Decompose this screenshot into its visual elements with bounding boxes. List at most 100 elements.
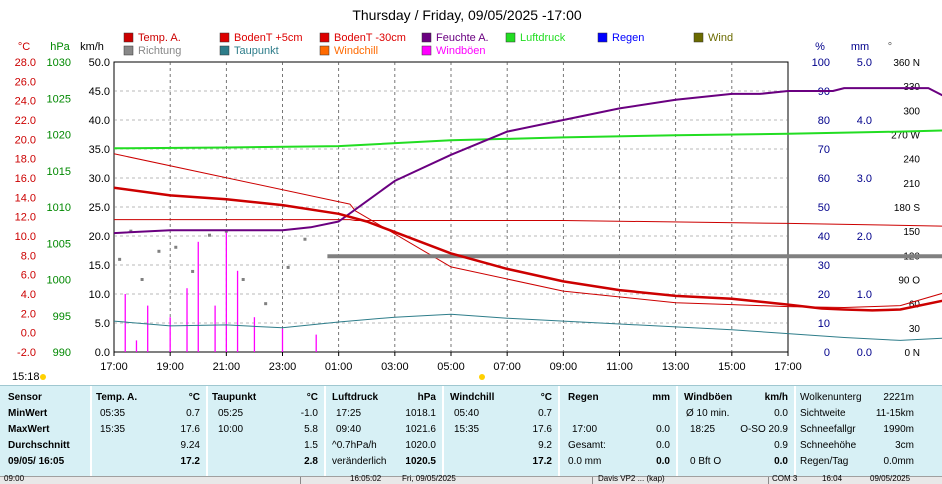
tick-label-press_hpa: 995 xyxy=(53,311,71,323)
rain-current-value: 0.0 xyxy=(656,456,670,467)
sensor-row-current: 09/05/ 16:05 xyxy=(8,456,65,467)
chart-series xyxy=(113,87,942,352)
chill-avg-value: 9.2 xyxy=(538,440,552,451)
tick-label-rain_mm: 1.0 xyxy=(857,289,872,301)
grid-lines xyxy=(114,62,788,352)
tick-label-hum_pct: 30 xyxy=(818,260,830,272)
x-tick-label: 07:00 xyxy=(493,361,521,373)
tick-label-dir: 300 xyxy=(903,106,920,117)
tick-label-temp_c: 28.0 xyxy=(15,57,36,69)
tick-label-dir: 60 xyxy=(909,300,921,311)
dew-min-time: 05:25 xyxy=(218,408,244,419)
tick-label-wind_kmh: 30.0 xyxy=(89,173,110,185)
tick-label-rain_mm: 5.0 xyxy=(857,57,872,69)
x-axis: 17:00 19:00 21:00 23:00 01:00 03:00 05:00 07:00… xyxy=(100,352,802,373)
series-line-temp-a- xyxy=(113,186,942,312)
snowdepth-value: 3cm xyxy=(895,440,914,451)
series-line-bodent-30cm xyxy=(114,219,942,227)
direction-point xyxy=(241,278,245,281)
tick-label-temp_c: 0.0 xyxy=(21,328,36,340)
dew-max-time: 10:00 xyxy=(218,424,244,435)
tick-label-wind_kmh: 0.0 xyxy=(95,347,110,359)
tick-label-temp_c: 22.0 xyxy=(15,115,36,127)
tick-label-dir: 0 N xyxy=(904,348,920,359)
x-tick-label: 13:00 xyxy=(662,361,690,373)
tick-label-temp_c: 8.0 xyxy=(21,250,36,262)
legend-label: Temp. A. xyxy=(138,32,181,44)
x-tick-label: 01:00 xyxy=(325,361,353,373)
tick-label-press_hpa: 1030 xyxy=(47,57,71,69)
rain-total-value: 0.0 xyxy=(656,440,670,451)
chill-min-value: 0.7 xyxy=(538,408,552,419)
legend-swatch xyxy=(123,45,134,56)
tick-label-rain_mm: 0.0 xyxy=(857,347,872,359)
axis-unit-labels: °C hPa km/h% mm ° xyxy=(18,41,892,53)
chill-unit: °C xyxy=(540,392,552,403)
direction-point xyxy=(140,278,144,281)
legend-label: Regen xyxy=(612,32,644,44)
press-current-value: 1020.5 xyxy=(405,456,436,467)
direction-point xyxy=(118,257,122,261)
col-temp: Temp. A. °C 05:35 0.7 15:35 17.6 9.24 17… xyxy=(90,386,206,476)
tick-label-hum_pct: 60 xyxy=(818,173,830,185)
legend-swatch xyxy=(219,32,230,43)
x-tick-label: 05:00 xyxy=(437,361,465,373)
x-tick-label: 19:00 xyxy=(156,361,184,373)
tick-label-press_hpa: 1015 xyxy=(47,166,71,178)
direction-point xyxy=(303,237,307,241)
chill-current-value: 17.2 xyxy=(532,456,552,467)
rain-today-label: 0.0 mm xyxy=(568,456,602,467)
sensor-row-max: MaxWert xyxy=(8,424,50,435)
axis-unit-wind_kmh: km/h xyxy=(80,41,104,53)
temp-unit: °C xyxy=(188,392,200,403)
direction-point xyxy=(264,302,268,306)
legend-swatch xyxy=(505,32,516,43)
chill-max-value: 17.6 xyxy=(532,424,552,435)
tick-label-temp_c: 6.0 xyxy=(21,270,36,282)
status-bar: 09:00 16:05:02 Fri, 09/05/2025 Davis VP2… xyxy=(0,474,942,484)
sensor-row-min: MinWert xyxy=(8,408,48,419)
series-line-feuchte-a- xyxy=(113,87,942,235)
legend-swatch xyxy=(319,45,330,56)
visibility-label: Sichtweite xyxy=(800,408,846,419)
time-marker-dot-1 xyxy=(40,374,46,380)
press-max-value: 1021.6 xyxy=(405,424,436,435)
press-min-time: 17:25 xyxy=(336,408,362,419)
legend-label: BodenT +5cm xyxy=(234,32,303,44)
legend-label: BodenT -30cm xyxy=(334,32,406,44)
x-tick-label: 09:00 xyxy=(550,361,578,373)
x-tick-label: 11:00 xyxy=(606,361,633,373)
temp-max-time: 15:35 xyxy=(100,424,126,435)
rain-header: Regen xyxy=(568,392,599,403)
chill-min-time: 05:40 xyxy=(454,408,480,419)
status-item-5: COM 3 xyxy=(772,474,798,483)
press-max-time: 09:40 xyxy=(336,424,362,435)
tick-label-hum_pct: 20 xyxy=(818,289,830,301)
temp-current-value: 17.2 xyxy=(180,456,200,467)
tick-label-temp_c: -2.0 xyxy=(17,347,36,359)
tick-label-wind_kmh: 20.0 xyxy=(89,231,110,243)
tick-label-hum_pct: 50 xyxy=(818,202,830,214)
axis-unit-rain_mm: mm xyxy=(851,41,869,53)
legend-swatch xyxy=(123,32,134,43)
dew-max-value: 5.8 xyxy=(304,424,318,435)
temp-max-value: 17.6 xyxy=(180,424,200,435)
current-time-label: 15:18 xyxy=(12,371,40,383)
statistics-table: Sensor MinWert MaxWert Durchschnitt 09/0… xyxy=(0,385,942,476)
direction-point xyxy=(129,229,133,233)
x-tick-label: 23:00 xyxy=(269,361,297,373)
gust-max-value: O-SO 20.9 xyxy=(740,424,788,435)
press-avg-value: 1020.0 xyxy=(405,440,436,451)
rain-total-label: Gesamt: xyxy=(568,440,606,451)
dew-header: Taupunkt xyxy=(212,392,257,403)
rain-max-value: 0.0 xyxy=(656,424,670,435)
axis-unit-temp_c: °C xyxy=(18,41,30,53)
sensor-header: Sensor xyxy=(8,392,42,403)
tick-label-press_hpa: 1005 xyxy=(47,238,71,250)
tick-label-wind_kmh: 50.0 xyxy=(89,57,110,69)
press-tendency: veränderlich xyxy=(332,456,387,467)
series-line-bodent-5cm xyxy=(113,153,942,308)
axis-unit-hum_pct: % xyxy=(815,41,825,53)
tick-label-hum_pct: 80 xyxy=(818,115,830,127)
tick-label-dir: 270 W xyxy=(891,131,920,142)
